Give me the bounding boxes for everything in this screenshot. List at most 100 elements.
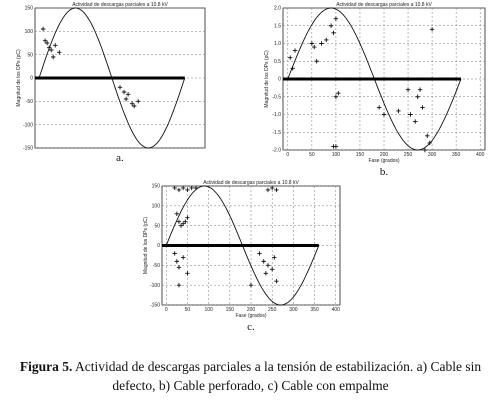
data-point — [129, 101, 135, 106]
data-point — [180, 255, 186, 260]
x-tick-label: 100 — [332, 152, 341, 158]
data-point — [324, 37, 329, 43]
data-point — [180, 185, 186, 191]
data-point — [183, 219, 188, 224]
y-tick-label: 0 — [30, 76, 33, 82]
data-point — [257, 251, 262, 256]
data-point — [292, 48, 298, 53]
data-point — [309, 41, 315, 46]
x-tick-label: 0 — [286, 152, 289, 158]
data-point — [272, 255, 277, 260]
data-point — [429, 27, 435, 32]
panel-label: c. — [247, 321, 255, 333]
panel-label: b. — [380, 166, 389, 178]
data-point — [333, 144, 339, 149]
data-point — [172, 251, 177, 256]
y-tick-label: -1.5 — [272, 130, 281, 136]
data-point — [422, 147, 428, 153]
x-tick-label: 50 — [309, 152, 315, 158]
caption-label: Figura 5. — [19, 359, 73, 374]
data-point — [312, 44, 317, 50]
data-point — [176, 282, 182, 288]
data-point — [261, 259, 266, 264]
data-point — [172, 185, 177, 191]
data-point — [376, 105, 382, 110]
data-point — [427, 140, 432, 146]
y-tick-label: 2.0 — [274, 6, 281, 12]
y-tick-label: 1.0 — [274, 41, 281, 47]
x-axis-label: Fase (grados) — [368, 158, 399, 164]
data-point — [417, 87, 423, 92]
data-point — [265, 263, 271, 268]
data-point — [117, 85, 123, 90]
x-tick-label: 350 — [452, 152, 461, 158]
data-point — [263, 271, 269, 276]
y-tick-label: -100 — [150, 283, 160, 289]
data-point — [274, 187, 279, 193]
data-point — [413, 119, 418, 124]
y-tick-label: -100 — [23, 122, 33, 128]
chart-title: Actividad de descargas parciales a 10.8 … — [72, 2, 168, 8]
y-tick-label: -1.0 — [272, 112, 281, 118]
data-point — [57, 50, 62, 55]
x-tick-label: 300 — [428, 152, 437, 158]
data-point — [185, 187, 190, 193]
y-tick-label: 100 — [152, 204, 161, 210]
data-point — [288, 55, 293, 60]
y-tick-label: 100 — [25, 29, 34, 35]
data-point — [176, 265, 182, 270]
data-point — [290, 66, 295, 71]
y-tick-label: 150 — [152, 184, 161, 190]
data-point — [415, 94, 420, 99]
data-point — [42, 38, 48, 43]
data-point — [176, 219, 182, 224]
y-axis-label: Magnitud de los DPs (pC) — [143, 217, 149, 275]
x-tick-label: 150 — [356, 152, 365, 158]
y-tick-label: 0.5 — [274, 59, 281, 65]
data-point — [269, 267, 275, 272]
data-point — [53, 43, 58, 48]
data-point — [174, 211, 180, 216]
data-point — [333, 16, 339, 21]
y-tick-label: 50 — [27, 52, 33, 58]
x-tick-label: 300 — [289, 307, 298, 313]
x-tick-label: 150 — [226, 307, 235, 313]
x-tick-label: 50 — [185, 307, 191, 313]
y-tick-label: 1.5 — [274, 23, 281, 29]
y-tick-label: -150 — [23, 146, 33, 152]
data-point — [420, 105, 425, 110]
data-point — [51, 54, 56, 60]
x-tick-label: 250 — [268, 307, 277, 313]
data-point — [125, 92, 131, 97]
data-point — [336, 91, 341, 96]
data-point — [185, 215, 190, 220]
data-point — [44, 40, 50, 46]
x-tick-label: 400 — [476, 152, 485, 158]
data-point — [314, 59, 319, 64]
data-point — [328, 23, 334, 28]
data-point — [331, 30, 336, 36]
x-tick-label: 0 — [165, 307, 168, 313]
data-point — [131, 103, 137, 109]
data-point — [48, 47, 54, 53]
data-point — [274, 279, 279, 284]
data-point — [123, 96, 129, 102]
data-point — [176, 187, 182, 193]
data-point — [40, 26, 46, 32]
data-point — [248, 282, 254, 288]
data-point — [185, 271, 190, 276]
y-tick-label: -50 — [26, 99, 33, 105]
x-axis-label: Fase (grados) — [235, 313, 266, 319]
y-tick-label: -0.5 — [272, 94, 281, 100]
y-tick-label: 0 — [278, 77, 281, 83]
caption: Figura 5. Actividad de descargas parcial… — [0, 357, 501, 395]
y-tick-label: -150 — [150, 303, 160, 309]
data-point — [408, 112, 413, 117]
data-point — [269, 185, 275, 191]
data-point — [333, 94, 339, 99]
data-point — [180, 221, 186, 226]
y-axis-label: Magnitud de los DPs (pC) — [16, 49, 22, 107]
data-point — [121, 89, 127, 95]
data-point — [381, 112, 387, 117]
